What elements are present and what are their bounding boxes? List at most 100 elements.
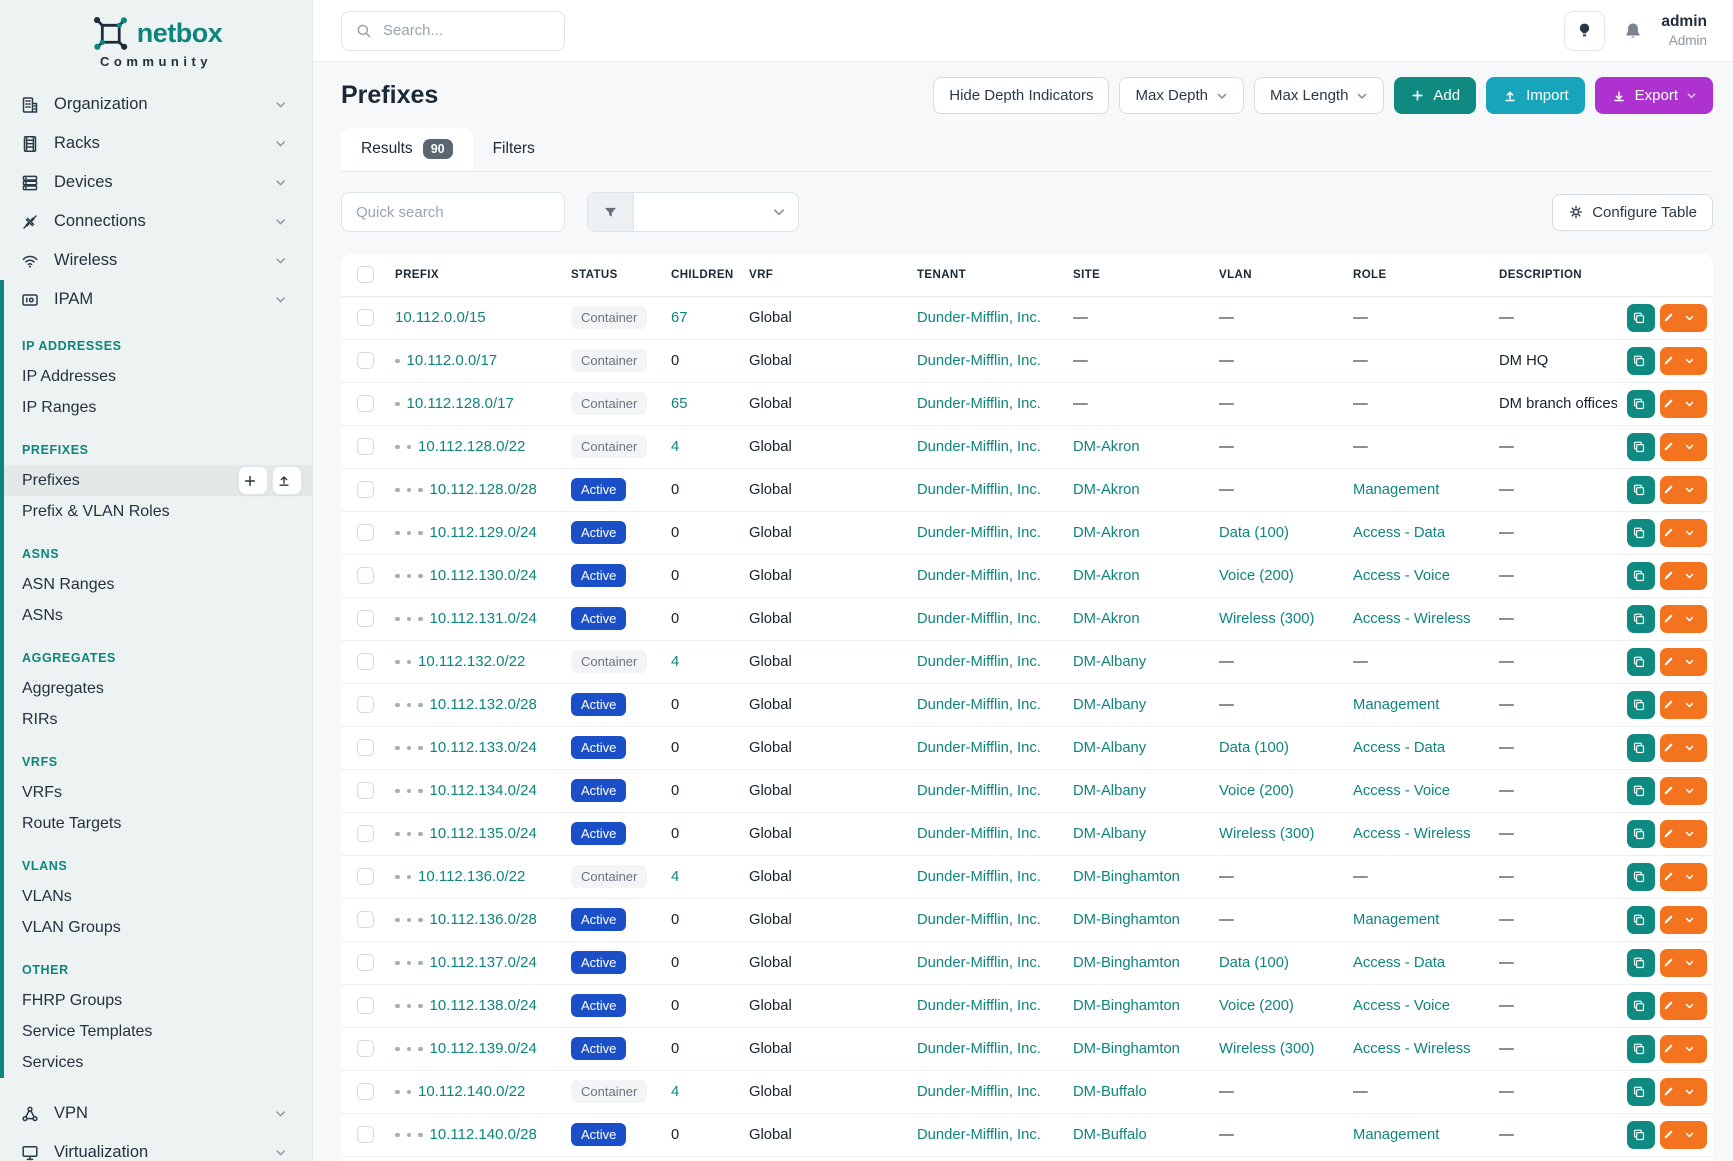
site-link[interactable]: DM-Albany	[1073, 739, 1147, 756]
site-link[interactable]: DM-Albany	[1073, 653, 1147, 670]
row-checkbox[interactable]	[357, 739, 374, 756]
sidebar-item-connections[interactable]: Connections	[0, 202, 312, 241]
tenant-link[interactable]: Dunder-Mifflin, Inc.	[917, 610, 1041, 627]
sidebar-item-racks[interactable]: Racks	[0, 124, 312, 163]
search-input[interactable]	[383, 22, 551, 39]
sidebar-item-asns[interactable]: ASNs	[4, 600, 312, 631]
copy-button[interactable]	[1627, 647, 1655, 676]
tenant-link[interactable]: Dunder-Mifflin, Inc.	[917, 1040, 1041, 1057]
site-link[interactable]: DM-Buffalo	[1073, 1083, 1147, 1100]
copy-button[interactable]	[1627, 905, 1655, 934]
prefix-link[interactable]: 10.112.138.0/24	[429, 997, 537, 1014]
column-header-vlan[interactable]: VLAN	[1209, 254, 1343, 297]
site-link[interactable]: DM-Akron	[1073, 438, 1140, 455]
prefix-link[interactable]: 10.112.129.0/24	[429, 524, 537, 541]
edit-dropdown-button[interactable]	[1660, 948, 1707, 977]
tenant-link[interactable]: Dunder-Mifflin, Inc.	[917, 1083, 1041, 1100]
quick-add-button[interactable]	[238, 466, 268, 495]
sidebar-item-rirs[interactable]: RIRs	[4, 704, 312, 735]
site-link[interactable]: DM-Buffalo	[1073, 1126, 1147, 1143]
prefix-link[interactable]: 10.112.0.0/15	[395, 309, 486, 326]
row-checkbox[interactable]	[357, 524, 374, 541]
netbox-logo[interactable]: netbox Community	[0, 0, 312, 73]
row-checkbox[interactable]	[357, 825, 374, 842]
copy-button[interactable]	[1627, 389, 1655, 418]
tenant-link[interactable]: Dunder-Mifflin, Inc.	[917, 997, 1041, 1014]
role-link[interactable]: Access - Voice	[1353, 997, 1451, 1014]
sidebar-item-vlan-groups[interactable]: VLAN Groups	[4, 912, 312, 943]
edit-dropdown-button[interactable]	[1660, 475, 1707, 504]
tenant-link[interactable]: Dunder-Mifflin, Inc.	[917, 309, 1041, 326]
max-depth-dropdown[interactable]: Max Depth	[1119, 77, 1245, 114]
prefix-link[interactable]: 10.112.136.0/22	[418, 868, 526, 885]
site-link[interactable]: DM-Akron	[1073, 524, 1140, 541]
row-checkbox[interactable]	[357, 696, 374, 713]
row-checkbox[interactable]	[357, 868, 374, 885]
site-link[interactable]: DM-Binghamton	[1073, 868, 1180, 885]
sidebar-item-ipam[interactable]: IPAM	[4, 280, 312, 319]
prefix-link[interactable]: 10.112.140.0/28	[429, 1126, 537, 1143]
column-header-prefix[interactable]: PREFIX	[385, 254, 561, 297]
tab-filters[interactable]: Filters	[473, 128, 555, 171]
edit-dropdown-button[interactable]	[1660, 819, 1707, 848]
children-link[interactable]: 4	[671, 653, 680, 670]
row-checkbox[interactable]	[357, 1083, 374, 1100]
tenant-link[interactable]: Dunder-Mifflin, Inc.	[917, 567, 1041, 584]
column-header-vrf[interactable]: VRF	[739, 254, 907, 297]
sidebar-item-organization[interactable]: Organization	[0, 85, 312, 124]
sidebar-item-asn-ranges[interactable]: ASN Ranges	[4, 569, 312, 600]
edit-dropdown-button[interactable]	[1660, 776, 1707, 805]
site-link[interactable]: DM-Albany	[1073, 782, 1147, 799]
prefix-link[interactable]: 10.112.137.0/24	[429, 954, 537, 971]
prefix-link[interactable]: 10.112.139.0/24	[429, 1040, 537, 1057]
tenant-link[interactable]: Dunder-Mifflin, Inc.	[917, 395, 1041, 412]
role-link[interactable]: Access - Data	[1353, 524, 1446, 541]
copy-button[interactable]	[1627, 303, 1655, 332]
sidebar-item-ip-addresses[interactable]: IP Addresses	[4, 361, 312, 392]
role-link[interactable]: Management	[1353, 481, 1440, 498]
prefix-link[interactable]: 10.112.130.0/24	[429, 567, 537, 584]
tenant-link[interactable]: Dunder-Mifflin, Inc.	[917, 696, 1041, 713]
configure-table-button[interactable]: Configure Table	[1552, 193, 1713, 231]
role-link[interactable]: Access - Voice	[1353, 782, 1451, 799]
tenant-link[interactable]: Dunder-Mifflin, Inc.	[917, 438, 1041, 455]
copy-button[interactable]	[1627, 432, 1655, 461]
sidebar-item-vrfs[interactable]: VRFs	[4, 777, 312, 808]
add-button[interactable]: Add	[1394, 77, 1477, 114]
row-checkbox[interactable]	[357, 1040, 374, 1057]
copy-button[interactable]	[1627, 1077, 1655, 1106]
sidebar-item-wireless[interactable]: Wireless	[0, 241, 312, 280]
prefix-link[interactable]: 10.112.132.0/28	[429, 696, 537, 713]
tenant-link[interactable]: Dunder-Mifflin, Inc.	[917, 653, 1041, 670]
row-checkbox[interactable]	[357, 438, 374, 455]
row-checkbox[interactable]	[357, 954, 374, 971]
column-header-role[interactable]: ROLE	[1343, 254, 1489, 297]
children-link[interactable]: 4	[671, 438, 680, 455]
site-link[interactable]: DM-Albany	[1073, 825, 1147, 842]
prefix-link[interactable]: 10.112.134.0/24	[429, 782, 537, 799]
edit-dropdown-button[interactable]	[1660, 690, 1707, 719]
vlan-link[interactable]: Data (100)	[1219, 524, 1289, 541]
vlan-link[interactable]: Wireless (300)	[1219, 610, 1315, 627]
prefix-link[interactable]: 10.112.135.0/24	[429, 825, 537, 842]
copy-button[interactable]	[1627, 948, 1655, 977]
prefix-link[interactable]: 10.112.140.0/22	[418, 1083, 526, 1100]
edit-dropdown-button[interactable]	[1660, 1077, 1707, 1106]
row-checkbox[interactable]	[357, 997, 374, 1014]
copy-button[interactable]	[1627, 776, 1655, 805]
tenant-link[interactable]: Dunder-Mifflin, Inc.	[917, 739, 1041, 756]
copy-button[interactable]	[1627, 690, 1655, 719]
sidebar-item-service-templates[interactable]: Service Templates	[4, 1016, 312, 1047]
tenant-link[interactable]: Dunder-Mifflin, Inc.	[917, 481, 1041, 498]
role-link[interactable]: Access - Wireless	[1353, 610, 1471, 627]
role-link[interactable]: Access - Data	[1353, 954, 1446, 971]
children-link[interactable]: 4	[671, 868, 680, 885]
vlan-link[interactable]: Data (100)	[1219, 954, 1289, 971]
edit-dropdown-button[interactable]	[1660, 862, 1707, 891]
role-link[interactable]: Management	[1353, 911, 1440, 928]
children-link[interactable]: 4	[671, 1083, 680, 1100]
column-header-children[interactable]: CHILDREN	[661, 254, 739, 297]
prefix-link[interactable]: 10.112.128.0/22	[418, 438, 526, 455]
column-header-description[interactable]: DESCRIPTION	[1489, 254, 1617, 297]
user-menu[interactable]: admin Admin	[1661, 12, 1707, 50]
